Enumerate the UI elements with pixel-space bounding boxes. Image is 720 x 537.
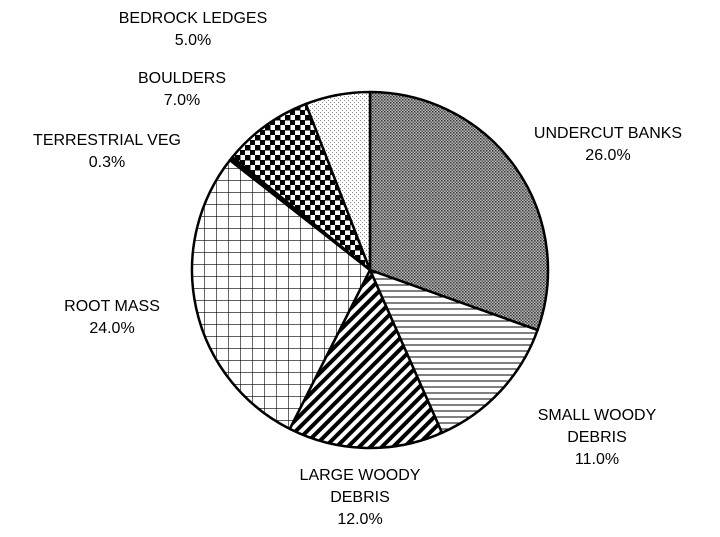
slice-name: SMALL WOODY DEBRIS (537, 407, 657, 446)
slice-name: LARGE WOODY DEBRIS (299, 467, 421, 506)
pie-slice (190, 158, 372, 431)
slice-label: UNDERCUT BANKS 26.0% (534, 123, 682, 167)
slice-label: ROOT MASS 24.0% (64, 296, 160, 340)
slice-label: BEDROCK LEDGES 5.0% (119, 8, 267, 52)
slice-name: BEDROCK LEDGES (118, 10, 268, 27)
pie-slice (368, 90, 550, 332)
slice-label: SMALL WOODY DEBRIS 11.0% (527, 405, 667, 471)
slice-value-label: 0.3% (88, 154, 126, 171)
pie-slice (368, 268, 539, 435)
pie-slice (288, 268, 444, 450)
slice-label: BOULDERS 7.0% (138, 68, 226, 112)
slice-label: TERRESTRIAL VEG 0.3% (33, 130, 181, 174)
slices (190, 90, 550, 450)
slice-name: UNDERCUT BANKS (533, 125, 683, 142)
pie-slice (231, 102, 372, 272)
slice-value-label: 7.0% (163, 92, 201, 109)
slice-name: BOULDERS (137, 70, 227, 87)
slice-name: TERRESTRIAL VEG (33, 132, 181, 149)
slice-value-label: 12.0% (337, 511, 383, 528)
pie-slice (304, 90, 372, 272)
slice-value-label: 5.0% (174, 32, 212, 49)
slice-name: ROOT MASS (64, 298, 160, 315)
slice-value-label: 24.0% (89, 320, 135, 337)
slice-value-label: 26.0% (585, 147, 631, 164)
slice-value-label: 11.0% (574, 451, 620, 468)
slice-label: LARGE WOODY DEBRIS 12.0% (290, 465, 430, 531)
